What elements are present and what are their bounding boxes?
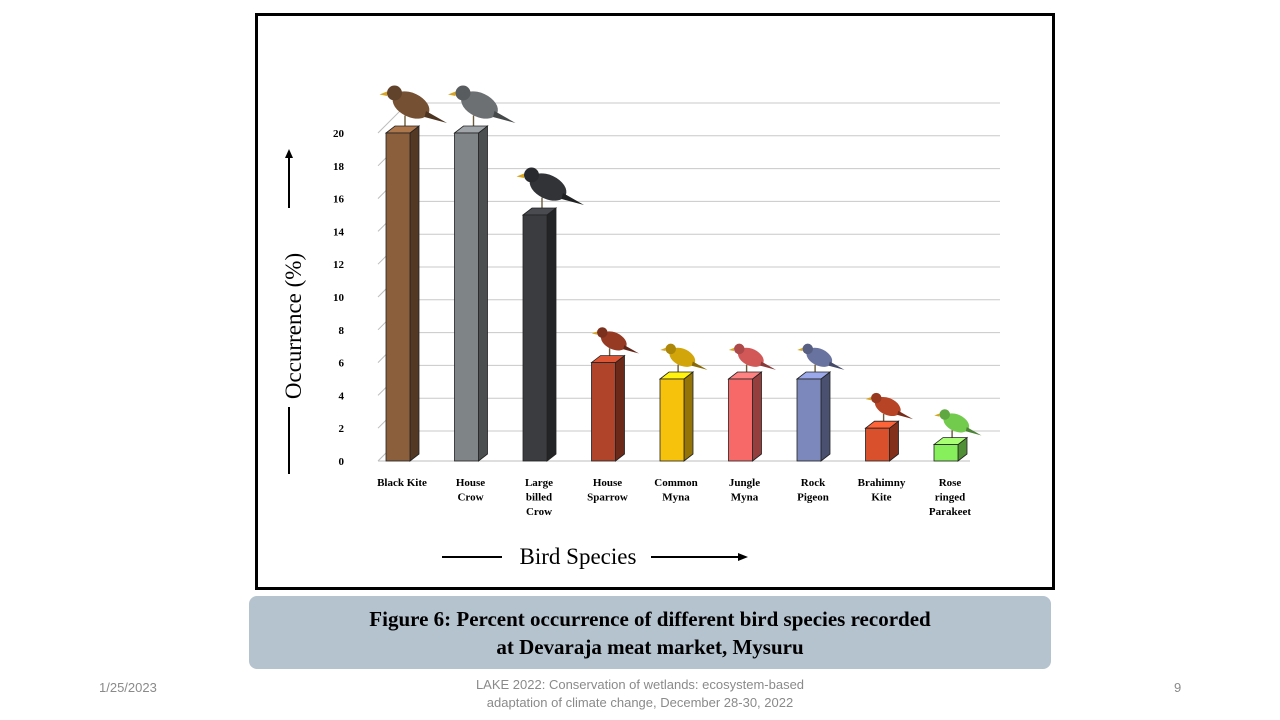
y-axis-arrowhead [285, 149, 293, 158]
bar-black-kite [384, 125, 421, 462]
y-tick-label: 20 [333, 128, 345, 140]
bird-illustration [448, 85, 516, 126]
bird-illustration [516, 167, 584, 208]
bar-side [546, 207, 557, 462]
bar-side [683, 371, 694, 462]
bird-illustration [728, 343, 776, 372]
bird-illustration [591, 327, 639, 356]
y-tick-label: 14 [333, 226, 345, 238]
figure-frame: 0 2 4 6 8 10 12 14 16 18 20 Black Kite House Crow Lar… [255, 13, 1055, 590]
bar-front [796, 378, 822, 462]
y-tick-label: 12 [333, 259, 345, 271]
bar-common-myna [658, 371, 695, 462]
bar-front [659, 378, 685, 462]
bar-front [522, 214, 548, 462]
y-tick-label: 4 [339, 390, 345, 402]
x-category-label: Black Kite [377, 477, 427, 489]
y-tick-label: 2 [339, 423, 345, 435]
bar-side [752, 371, 762, 462]
y-tick-label: 16 [333, 194, 345, 206]
figure-caption: Figure 6: Percent occurrence of differen… [249, 596, 1051, 669]
x-category-label: Common [654, 477, 697, 489]
y-tick-label: 8 [339, 325, 345, 337]
bar-front [591, 362, 616, 462]
caption-line-2: at Devaraja meat market, Mysuru [496, 634, 804, 659]
x-category-label: Rock [801, 477, 826, 489]
x-category-label: House [593, 477, 622, 489]
y-tick-label: 6 [339, 358, 345, 370]
bar-front [385, 132, 411, 462]
bar-house-crow [453, 125, 489, 462]
x-category-label: Pigeon [797, 492, 829, 504]
bar-side [820, 371, 831, 462]
bar-jungle-myna [727, 371, 763, 462]
bars [384, 125, 969, 462]
bird-illustration [865, 392, 913, 422]
bird-illustration [660, 343, 708, 372]
x-axis-categories: Black Kite House Crow Large billed Crow House S… [377, 477, 971, 518]
bar-side [478, 125, 488, 462]
x-category-label: Crow [526, 506, 552, 518]
bird-illustration [797, 343, 845, 372]
footer-conference-line-1: LAKE 2022: Conservation of wetlands: eco… [475, 677, 805, 692]
footer-conference: LAKE 2022: Conservation of wetlands: eco… [420, 676, 860, 712]
x-category-label: Brahimny [858, 477, 906, 489]
bar-rose-ringed-parakeet [932, 436, 969, 462]
y-tick-label: 10 [333, 292, 345, 304]
bird-illustrations [379, 85, 982, 438]
y-axis-ticks: 0 2 4 6 8 10 12 14 16 18 20 [333, 128, 345, 468]
bird-illustration [934, 409, 982, 438]
bar-front [865, 427, 890, 462]
x-category-label: ringed [935, 492, 966, 504]
x-category-label: Rose [939, 477, 962, 489]
x-category-label: Sparrow [587, 492, 628, 504]
x-category-label: Large [525, 477, 553, 489]
x-axis-title: Bird Species [520, 544, 637, 569]
bar-rock-pigeon [795, 371, 832, 462]
bar-front [454, 132, 479, 462]
x-category-label: House [456, 477, 485, 489]
x-category-label: Parakeet [929, 506, 971, 518]
bar-front [728, 378, 753, 462]
caption-line-1: Figure 6: Percent occurrence of differen… [369, 606, 931, 631]
bar-front [933, 444, 959, 462]
slide-number: 9 [1174, 680, 1182, 695]
x-category-label: Crow [457, 492, 483, 504]
footer-date: 1/25/2023 [99, 680, 157, 695]
y-tick-label: 18 [333, 161, 345, 173]
bar-side [409, 125, 420, 462]
x-category-label: Myna [662, 492, 690, 504]
y-axis-title: Occurrence (%) [281, 253, 306, 399]
bird-illustration [379, 85, 447, 126]
x-category-label: Jungle [729, 477, 760, 489]
x-category-label: Kite [871, 492, 891, 504]
bar-chart: 0 2 4 6 8 10 12 14 16 18 20 Black Kite House Crow Lar… [281, 85, 1000, 569]
x-category-label: billed [526, 492, 552, 504]
bar-brahimny-kite [864, 420, 900, 462]
x-axis-arrowhead [738, 553, 748, 561]
footer-conference-line-2: adaptation of climate change, December 2… [486, 695, 794, 710]
bar-house-sparrow [590, 354, 626, 462]
x-category-label: Myna [731, 492, 759, 504]
bar-side [615, 354, 625, 462]
y-tick-label: 0 [339, 456, 345, 468]
bar-large-billed-crow [521, 207, 558, 462]
